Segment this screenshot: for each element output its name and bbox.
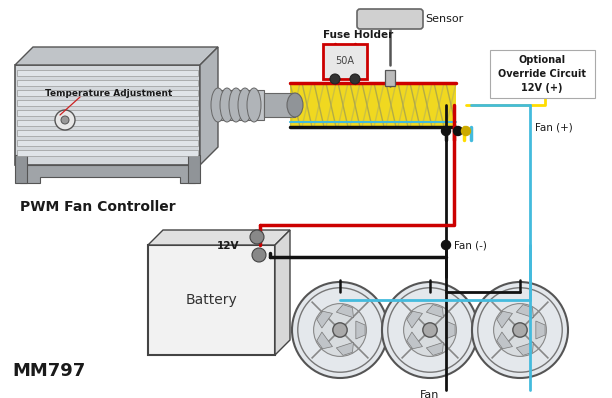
Text: Temperature Adjustment: Temperature Adjustment bbox=[45, 88, 173, 98]
Bar bbox=[17, 150, 198, 156]
Polygon shape bbox=[446, 321, 455, 339]
Polygon shape bbox=[517, 342, 534, 355]
Circle shape bbox=[350, 74, 360, 84]
Polygon shape bbox=[427, 342, 444, 355]
Circle shape bbox=[61, 116, 69, 124]
Text: Fuse Holder: Fuse Holder bbox=[323, 30, 394, 40]
Polygon shape bbox=[536, 321, 545, 339]
FancyBboxPatch shape bbox=[357, 9, 423, 29]
Circle shape bbox=[494, 304, 547, 356]
Polygon shape bbox=[275, 230, 290, 355]
Circle shape bbox=[461, 127, 471, 135]
Bar bbox=[17, 70, 198, 76]
Ellipse shape bbox=[211, 88, 225, 122]
Text: MM797: MM797 bbox=[12, 362, 85, 380]
Text: Sensor: Sensor bbox=[425, 14, 463, 24]
Circle shape bbox=[55, 110, 75, 130]
Ellipse shape bbox=[220, 88, 234, 122]
Text: Optional
Override Circuit
12V (+): Optional Override Circuit 12V (+) bbox=[498, 55, 586, 93]
Bar bbox=[17, 130, 198, 136]
Bar bbox=[17, 110, 198, 116]
Bar bbox=[218, 90, 264, 120]
Bar bbox=[17, 120, 198, 126]
Circle shape bbox=[252, 248, 266, 262]
Polygon shape bbox=[427, 304, 444, 318]
Circle shape bbox=[513, 323, 527, 337]
Text: Fan (+): Fan (+) bbox=[535, 123, 573, 133]
Circle shape bbox=[472, 282, 568, 378]
Ellipse shape bbox=[229, 88, 243, 122]
Polygon shape bbox=[407, 332, 422, 349]
Bar bbox=[385, 70, 395, 86]
Polygon shape bbox=[317, 332, 332, 349]
Bar bbox=[264, 93, 295, 117]
Text: 12V: 12V bbox=[217, 241, 239, 251]
Bar bbox=[148, 245, 275, 355]
Polygon shape bbox=[200, 47, 218, 165]
Circle shape bbox=[333, 323, 347, 337]
Bar bbox=[323, 44, 367, 79]
Circle shape bbox=[453, 127, 463, 135]
Bar bbox=[17, 100, 198, 106]
Polygon shape bbox=[407, 311, 422, 328]
Circle shape bbox=[441, 240, 450, 250]
Bar bbox=[290, 83, 456, 127]
Text: PWM Fan Controller: PWM Fan Controller bbox=[20, 200, 176, 214]
Bar bbox=[17, 140, 198, 146]
Text: 50A: 50A bbox=[335, 57, 354, 66]
Circle shape bbox=[250, 230, 264, 244]
Polygon shape bbox=[337, 304, 354, 318]
Polygon shape bbox=[497, 332, 512, 349]
Polygon shape bbox=[517, 304, 534, 318]
Bar bbox=[188, 155, 200, 183]
Circle shape bbox=[403, 304, 457, 356]
Polygon shape bbox=[337, 342, 354, 355]
Bar bbox=[490, 50, 595, 98]
Text: Battery: Battery bbox=[185, 293, 237, 307]
Text: Fan: Fan bbox=[420, 390, 439, 398]
Polygon shape bbox=[20, 165, 195, 183]
Bar bbox=[15, 155, 27, 183]
Polygon shape bbox=[317, 311, 332, 328]
Text: Fan (-): Fan (-) bbox=[454, 240, 487, 250]
Ellipse shape bbox=[238, 88, 252, 122]
Polygon shape bbox=[497, 311, 512, 328]
Circle shape bbox=[292, 282, 388, 378]
Circle shape bbox=[382, 282, 478, 378]
Circle shape bbox=[441, 127, 450, 135]
Bar bbox=[15, 65, 200, 165]
Circle shape bbox=[423, 323, 437, 337]
Polygon shape bbox=[15, 47, 218, 65]
Ellipse shape bbox=[287, 93, 303, 117]
Ellipse shape bbox=[247, 88, 261, 122]
Bar bbox=[17, 90, 198, 96]
Circle shape bbox=[330, 74, 340, 84]
Polygon shape bbox=[356, 321, 365, 339]
Bar bbox=[17, 80, 198, 86]
Circle shape bbox=[313, 304, 367, 356]
Polygon shape bbox=[148, 230, 290, 245]
